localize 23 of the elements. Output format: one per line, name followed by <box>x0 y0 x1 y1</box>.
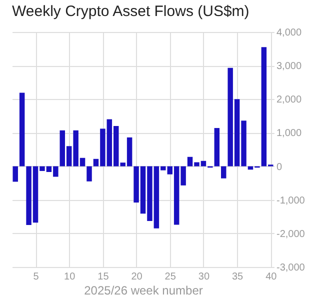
bar <box>214 128 220 166</box>
bar <box>12 166 18 182</box>
x-tick-label: 35 <box>232 272 244 282</box>
x-tick-label: 25 <box>164 272 176 282</box>
y-tick-label: 3,000 <box>276 61 302 72</box>
x-tick-label: 30 <box>198 272 210 282</box>
bar <box>86 166 92 182</box>
y-tick-label: -2,000 <box>276 228 306 240</box>
y-tick-label: 4,000 <box>276 28 302 38</box>
chart-title: Weekly Crypto Asset Flows (US$m) <box>12 3 250 20</box>
x-tick-label: 40 <box>266 272 278 282</box>
y-tick-label: 1,000 <box>276 128 302 140</box>
bar <box>19 92 25 166</box>
y-tick-label: 2,000 <box>276 94 302 106</box>
x-tick-label: 20 <box>131 272 143 282</box>
bar <box>220 166 226 178</box>
y-tick-label: -1,000 <box>276 195 306 206</box>
y-tick-label: 0 <box>276 162 282 173</box>
x-tick-label: 15 <box>98 272 110 282</box>
x-tick-label: 5 <box>33 272 40 282</box>
x-tick-label: 10 <box>64 272 76 282</box>
x-axis-title: 2025/26 week number <box>84 284 203 298</box>
y-tick-label: -3,000 <box>276 262 306 274</box>
